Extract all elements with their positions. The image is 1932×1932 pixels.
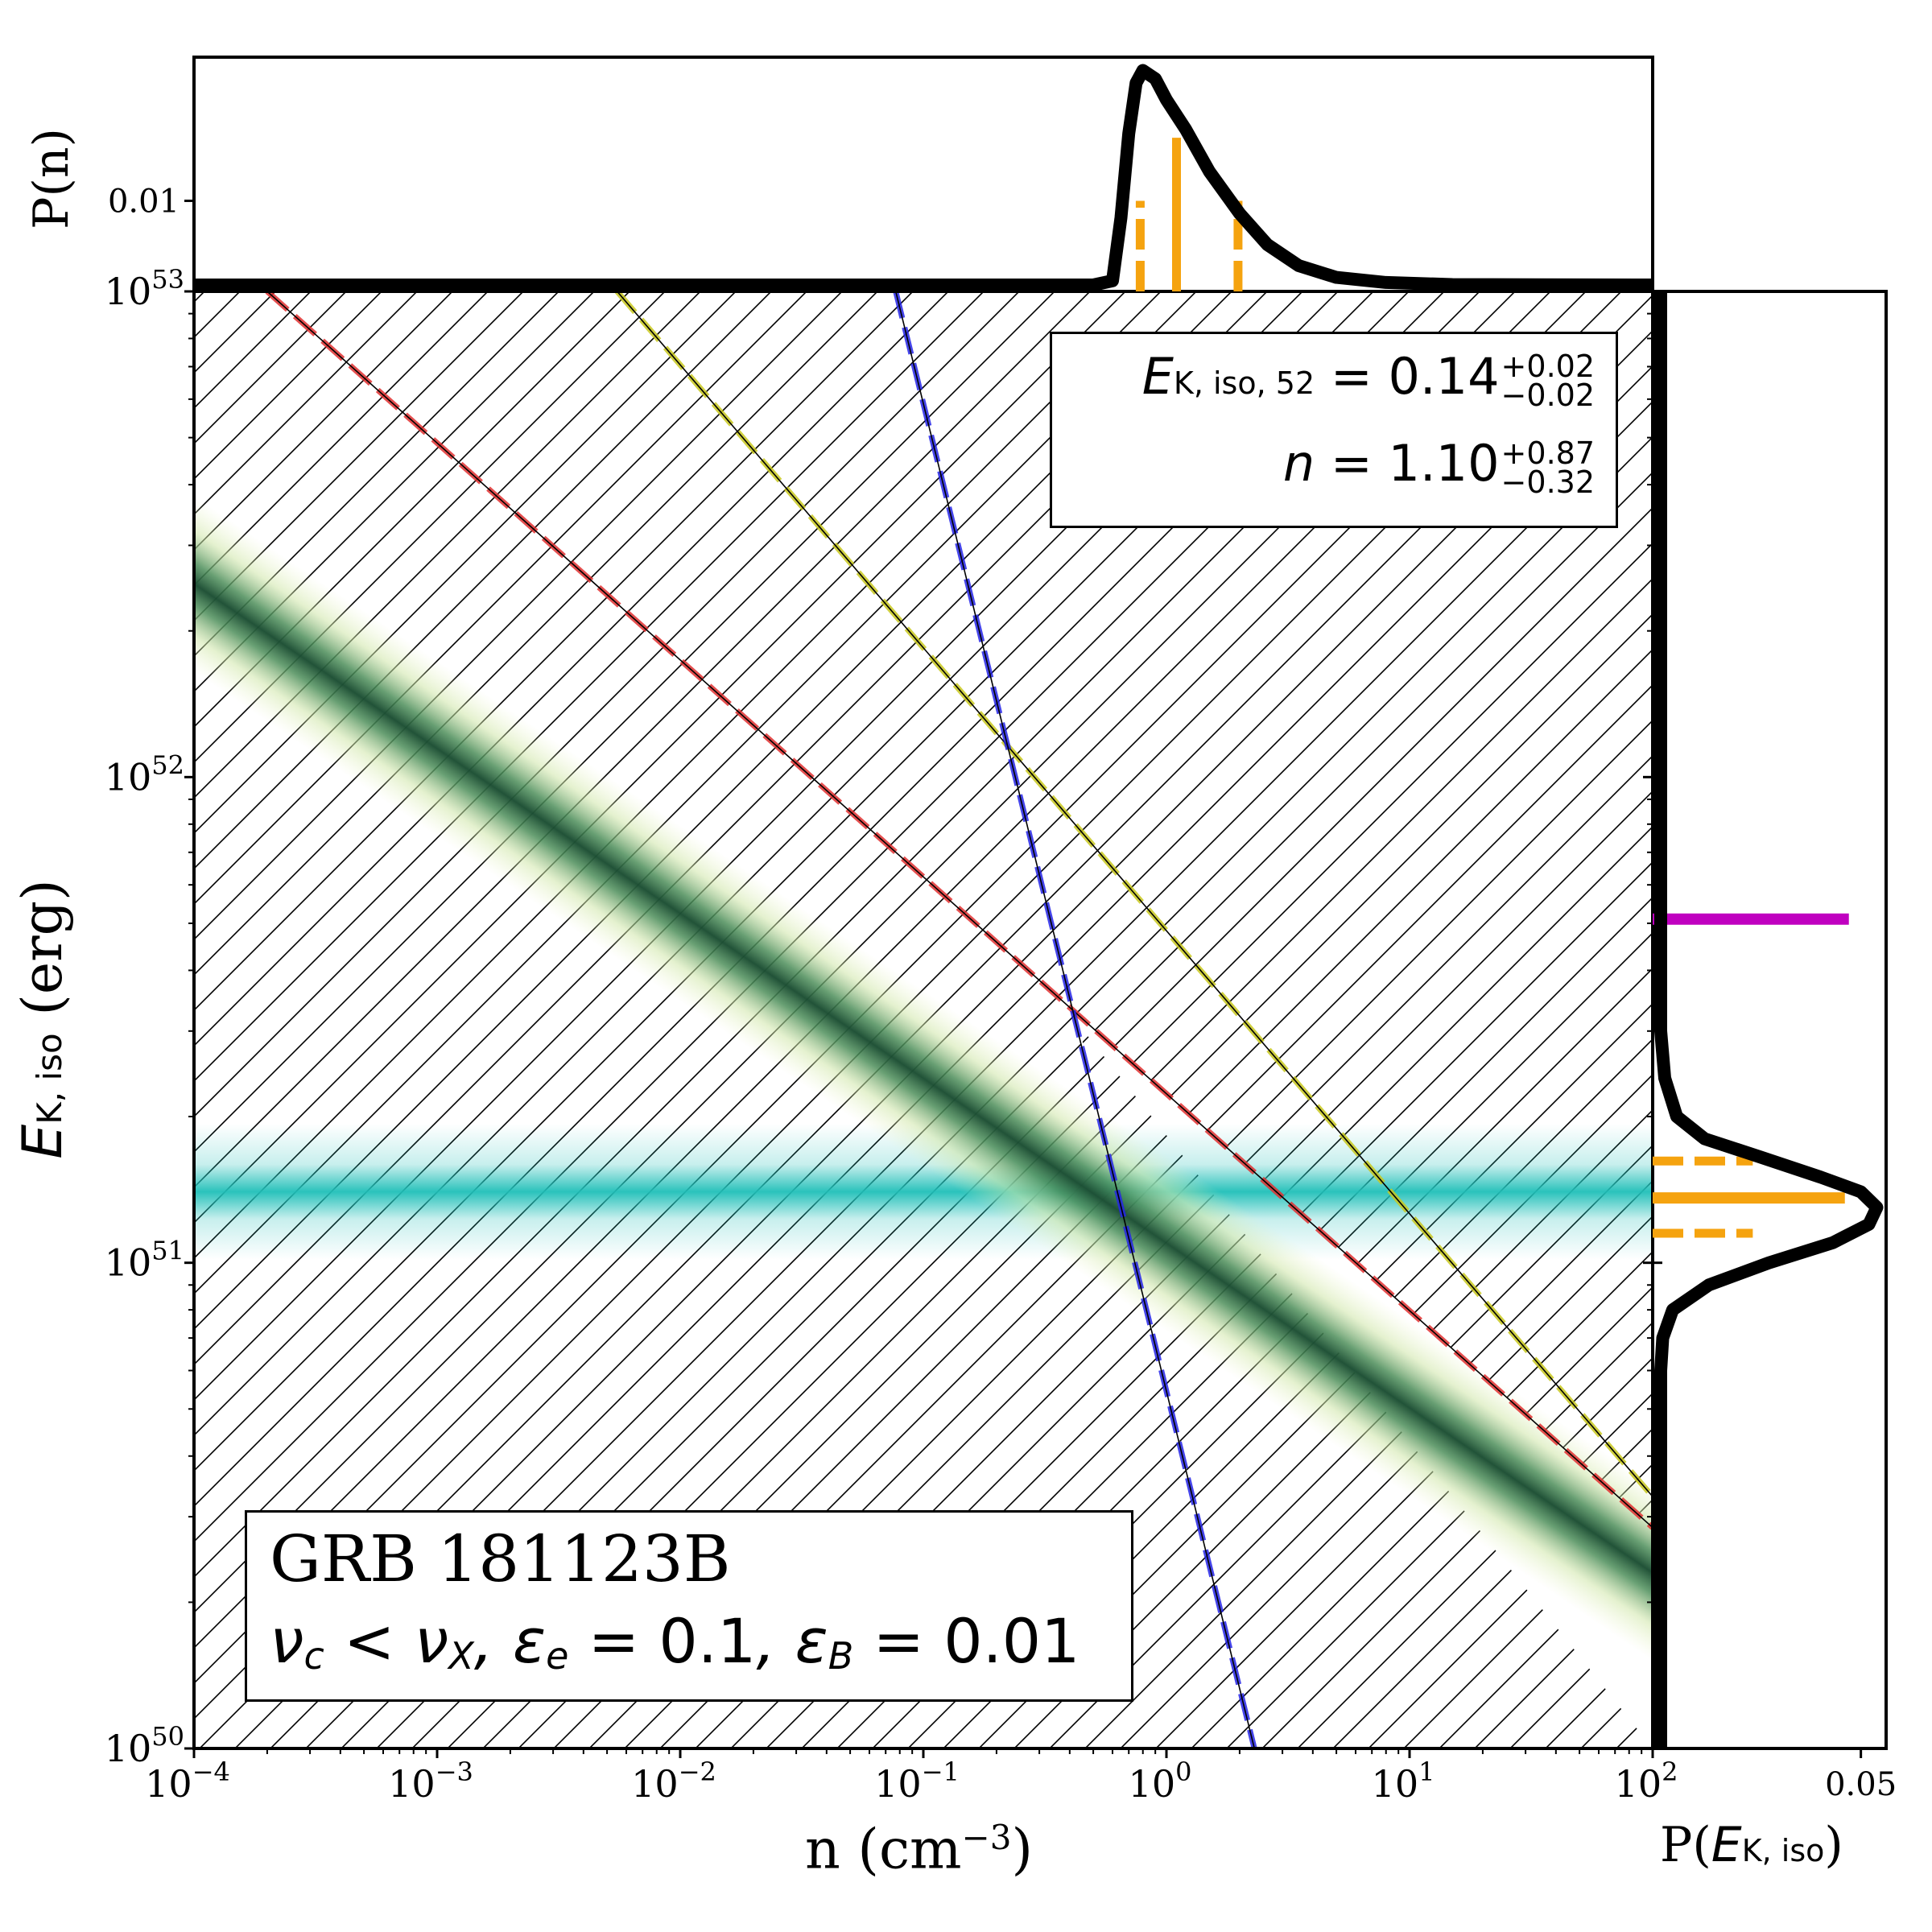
pe-axis-label-symbol: E: [1711, 1817, 1742, 1873]
y-tick-label: 1052: [105, 749, 184, 799]
fit-n-value: = 1.10: [1315, 434, 1500, 493]
grb-eps-b: , ε: [756, 1605, 828, 1677]
pe-curve: [1654, 291, 1884, 1748]
constraint-line-core-2: [894, 291, 1256, 1748]
fit-e-value: = 0.14: [1315, 347, 1500, 407]
y-axis-label-subscript: K, iso: [30, 1033, 69, 1125]
pn-tick-label: 0.01: [108, 183, 180, 220]
constraint-line-core-1: [616, 291, 1653, 1497]
y-axis-label-unit: (erg): [11, 879, 75, 1034]
grb-info-legend: GRB 181123B νc < νX, εe = 0.1, εB = 0.01: [245, 1510, 1133, 1702]
x-tick-label: 102: [1615, 1757, 1678, 1806]
grb-nu-x-sub: X: [448, 1634, 474, 1678]
fit-e-subscript: K, iso, 52: [1173, 365, 1315, 402]
grb-eps-b-value: = 0.01: [853, 1605, 1080, 1677]
y-tick-label: 1053: [105, 264, 184, 313]
x-tick-label: 100: [1129, 1757, 1192, 1806]
fit-e-minus: −0.02: [1501, 378, 1595, 414]
x-tick-label: 10−3: [388, 1757, 473, 1806]
x-tick-label: 101: [1372, 1757, 1435, 1806]
y-axis-label: EK, iso (erg): [11, 879, 75, 1158]
x-axis-label-close: ): [1011, 1818, 1033, 1882]
constraint-line-core-0: [266, 291, 1653, 1529]
pe-axis-label-subscript: K, iso: [1741, 1833, 1825, 1868]
y-tick-label: 1051: [105, 1236, 184, 1285]
grb-nu-c-sub: c: [303, 1634, 324, 1678]
fit-results-legend: EK, iso, 52 = 0.14 +0.02 −0.02 n = 1.10 +0.…: [1050, 332, 1618, 528]
pn-curve: [194, 64, 1653, 291]
x-axis-label: n (cm−3): [805, 1821, 1033, 1878]
x-axis-label-text: n (cm: [805, 1818, 962, 1882]
x-axis-label-exp: −3: [961, 1818, 1012, 1857]
fit-e-plus: +0.02: [1501, 349, 1595, 384]
x-tick-label: 10−1: [874, 1757, 960, 1806]
pn-axis-label: P(n): [23, 128, 80, 229]
fit-n-plus: +0.87: [1501, 436, 1595, 471]
pe-axis-label: P(EK, iso): [1660, 1821, 1843, 1869]
fit-n-symbol: n: [1282, 434, 1315, 493]
grb-nu-c: ν: [270, 1605, 304, 1677]
grb-nu-x: ν: [414, 1605, 449, 1677]
y-tick-label: 1050: [105, 1721, 184, 1770]
y-axis-label-symbol: E: [11, 1124, 75, 1159]
pe-panel-frame: [1651, 290, 1888, 1750]
grb-lt: <: [324, 1605, 415, 1677]
fit-n-minus: −0.32: [1501, 464, 1595, 501]
grb-eps-b-sub: B: [828, 1634, 854, 1678]
grb-name: GRB 181123B: [270, 1521, 731, 1596]
grb-eps-e-value: = 0.1: [568, 1605, 757, 1677]
grb-eps-e: , ε: [473, 1605, 547, 1677]
fit-e-symbol: E: [1141, 347, 1174, 407]
pe-tick-label: 0.05: [1825, 1766, 1897, 1803]
green-degeneracy-band: [194, 477, 1653, 1679]
grb-eps-e-sub: e: [546, 1634, 569, 1678]
x-tick-label: 10−4: [145, 1757, 230, 1806]
x-tick-label: 10−2: [631, 1757, 716, 1806]
pn-panel-frame: [192, 56, 1654, 293]
pe-axis-label-suffix: ): [1824, 1817, 1843, 1873]
pe-axis-label-prefix: P(: [1660, 1817, 1711, 1873]
